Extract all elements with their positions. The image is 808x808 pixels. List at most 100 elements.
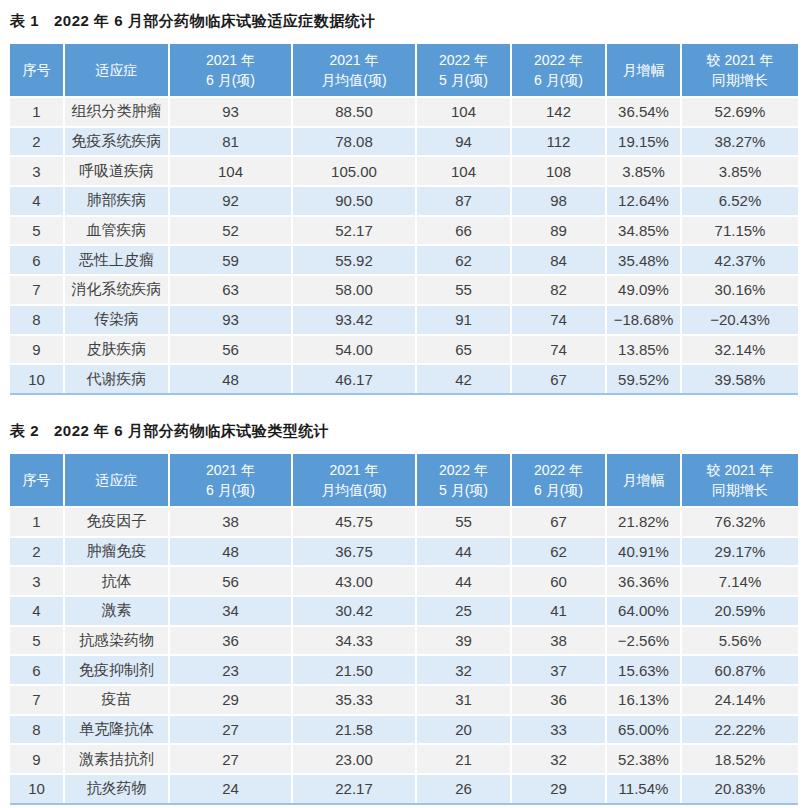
table-cell: 20.83%: [682, 775, 798, 803]
table-cell: 34.85%: [607, 217, 682, 247]
table-cell: 42.37%: [682, 246, 798, 276]
table-cell: 39: [417, 627, 512, 657]
table-cell: 45.75: [293, 508, 417, 538]
table-cell: 38: [512, 627, 607, 657]
table-cell: 恶性上皮瘤: [65, 246, 170, 276]
table-cell: 34: [170, 597, 293, 627]
table-cell: 抗体: [65, 567, 170, 597]
table-cell: 55: [417, 276, 512, 306]
table-cell: 49.09%: [607, 276, 682, 306]
table-cell: 64.00%: [607, 597, 682, 627]
table-cell: 60: [512, 567, 607, 597]
table-cell: 7.14%: [682, 567, 798, 597]
column-header: 较 2021 年同期增长: [682, 44, 798, 98]
table-cell: 63: [170, 276, 293, 306]
table-cell: 22.17: [293, 775, 417, 803]
table-cell: 65: [417, 336, 512, 366]
column-header: 序号: [10, 454, 65, 508]
table-cell: 9: [10, 336, 65, 366]
header-row: 序号适应症2021 年6 月(项)2021 年月均值(项)2022 年5 月(项…: [10, 454, 798, 508]
table-cell: 32: [417, 656, 512, 686]
table-cell: 4: [10, 597, 65, 627]
table-cell: 84: [512, 246, 607, 276]
table-cell: 免疫抑制剂: [65, 656, 170, 686]
table-row: 6免疫抑制剂2321.50323715.63%60.87%: [10, 656, 798, 686]
column-header: 2022 年6 月(项): [512, 454, 607, 508]
table-cell: 74: [512, 336, 607, 366]
table-cell: 34.33: [293, 627, 417, 657]
table-cell: 43.00: [293, 567, 417, 597]
table-cell: 30.16%: [682, 276, 798, 306]
table-cell: 12.64%: [607, 187, 682, 217]
table-cell: 94: [417, 128, 512, 158]
table-cell: 5.56%: [682, 627, 798, 657]
table-cell: 87: [417, 187, 512, 217]
table-row: 1组织分类肿瘤9388.5010414236.54%52.69%: [10, 98, 798, 128]
table-cell: 24: [170, 775, 293, 803]
column-header: 2022 年6 月(项): [512, 44, 607, 98]
table-cell: 7: [10, 276, 65, 306]
table-cell: 90.50: [293, 187, 417, 217]
table-cell: 48: [170, 538, 293, 568]
table-cell: 呼吸道疾病: [65, 157, 170, 187]
table-cell: 78.08: [293, 128, 417, 158]
table-cell: 肿瘤免疫: [65, 538, 170, 568]
table-cell: 3: [10, 567, 65, 597]
table-cell: 65.00%: [607, 716, 682, 746]
table-cell: 104: [417, 98, 512, 128]
table-cell: 108: [512, 157, 607, 187]
table-1-section: 表 12022 年 6 月部分药物临床试验适应症数据统计 序号适应症2021 年…: [10, 12, 798, 395]
table-row: 10代谢疾病4846.17426759.52%39.58%: [10, 365, 798, 393]
table-cell: 58.00: [293, 276, 417, 306]
table-row: 9激素拮抗剂2723.00213252.38%18.52%: [10, 745, 798, 775]
table-cell: 74: [512, 306, 607, 336]
table-cell: 32.14%: [682, 336, 798, 366]
table-2-header: 序号适应症2021 年6 月(项)2021 年月均值(项)2022 年5 月(项…: [10, 454, 798, 508]
document-page: 表 12022 年 6 月部分药物临床试验适应症数据统计 序号适应症2021 年…: [0, 0, 808, 805]
table-cell: 27: [170, 745, 293, 775]
table-cell: 33: [512, 716, 607, 746]
table-cell: 22.22%: [682, 716, 798, 746]
table-cell: 76.32%: [682, 508, 798, 538]
table-cell: 24.14%: [682, 686, 798, 716]
table-cell: 29: [512, 775, 607, 803]
table-cell: 1: [10, 508, 65, 538]
table-row: 1免疫因子3845.75556721.82%76.32%: [10, 508, 798, 538]
table-cell: 10: [10, 775, 65, 803]
table-row: 5血管疾病5252.17668934.85%71.15%: [10, 217, 798, 247]
table-cell: 免疫系统疾病: [65, 128, 170, 158]
table-cell: 39.58%: [682, 365, 798, 393]
table-cell: 35.48%: [607, 246, 682, 276]
table-cell: 59.52%: [607, 365, 682, 393]
column-header: 2021 年月均值(项): [293, 44, 417, 98]
table-cell: 血管疾病: [65, 217, 170, 247]
table-cell: 93.42: [293, 306, 417, 336]
table-cell: 8: [10, 306, 65, 336]
table-cell: 单克隆抗体: [65, 716, 170, 746]
table-cell: 29: [170, 686, 293, 716]
table-cell: 抗感染药物: [65, 627, 170, 657]
table-cell: 1: [10, 98, 65, 128]
column-header: 2021 年月均值(项): [293, 454, 417, 508]
table-row: 8单克隆抗体2721.58203365.00%22.22%: [10, 716, 798, 746]
table-cell: 11.54%: [607, 775, 682, 803]
table-cell: 激素拮抗剂: [65, 745, 170, 775]
table-cell: 98: [512, 187, 607, 217]
table-cell: 55: [417, 508, 512, 538]
data-table-1: 序号适应症2021 年6 月(项)2021 年月均值(项)2022 年5 月(项…: [10, 44, 798, 395]
column-header: 月增幅: [607, 44, 682, 98]
table-row: 3抗体5643.00446036.36%7.14%: [10, 567, 798, 597]
table-cell: 3.85%: [682, 157, 798, 187]
table-cell: 67: [512, 365, 607, 393]
table-cell: 23: [170, 656, 293, 686]
table-cell: 15.63%: [607, 656, 682, 686]
table-cell: 8: [10, 716, 65, 746]
table-cell: 104: [170, 157, 293, 187]
table-cell: 27: [170, 716, 293, 746]
table-cell: 消化系统疾病: [65, 276, 170, 306]
column-header: 2021 年6 月(项): [170, 454, 293, 508]
table-row: 6恶性上皮瘤5955.92628435.48%42.37%: [10, 246, 798, 276]
table-cell: 13.85%: [607, 336, 682, 366]
table-cell: 54.00: [293, 336, 417, 366]
table-cell: 36.54%: [607, 98, 682, 128]
